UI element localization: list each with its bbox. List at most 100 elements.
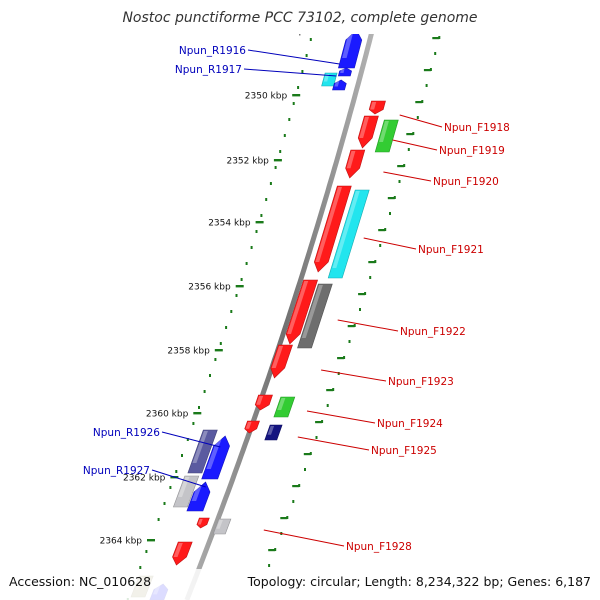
leader-line-forward: [399, 114, 443, 128]
tick-mark-right: [387, 197, 395, 200]
tick-dot-right: [416, 116, 419, 119]
gene-f1920-highlight: [346, 151, 356, 169]
tick-dot-left: [245, 262, 248, 265]
scale-tick-label: 2352 kbp: [226, 157, 269, 167]
label-reverse: Npun_R1926: [93, 427, 160, 439]
gene-r1916-b: [337, 67, 352, 77]
tick-dot-left: [209, 374, 211, 377]
tick-dot-left: [230, 310, 233, 313]
gene-r1927-highlight: [191, 483, 203, 501]
genome-backbone: [184, 0, 383, 600]
leader-line-forward: [306, 410, 376, 424]
tick-mark-right: [268, 549, 276, 552]
gene-r1917-companion-highlight: [323, 74, 330, 82]
gene-r1926-highlight: [206, 437, 223, 469]
label-forward: Npun_F1920: [433, 176, 499, 188]
tick-dot-left: [225, 326, 228, 329]
tick-dot-left: [255, 230, 258, 233]
scale-tick-mark: [292, 94, 301, 97]
tick-dot-left: [169, 486, 172, 489]
leader-line-forward: [383, 171, 432, 182]
tick-mark-right: [368, 261, 376, 264]
tick-dot-right: [348, 340, 351, 343]
tick-dot-left: [279, 150, 282, 153]
tick-dot-right: [359, 308, 361, 311]
tick-dot-left: [269, 182, 272, 185]
tick-dot-left: [145, 550, 148, 553]
leader-line-reverse: [151, 469, 206, 488]
gene-f1919-companion: [374, 119, 399, 153]
leader-line-reverse: [243, 68, 337, 77]
gene-f1922: [285, 279, 319, 345]
gene-f1920: [345, 149, 366, 179]
map-title: Nostoc punctiforme PCC 73102, complete g…: [122, 10, 477, 26]
scale-tick-label: 2356 kbp: [188, 283, 231, 293]
gene-f1922-highlight: [287, 281, 309, 334]
gene-f1928-b-highlight: [173, 543, 183, 557]
gene-f1921-companion-highlight: [332, 191, 360, 268]
scale-tick-label: 2350 kbp: [245, 92, 288, 102]
scale-tick-label: 2358 kbp: [167, 347, 210, 357]
gene-f1921-companion: [327, 189, 370, 279]
tick-mark-right: [358, 293, 366, 296]
gene-f1919-companion-highlight: [379, 121, 389, 142]
gene-f1924-highlight: [256, 396, 264, 405]
tick-dot-left: [203, 390, 206, 393]
tick-mark-right: [397, 165, 405, 168]
tick-dot-left: [192, 422, 195, 425]
footer-band: [0, 569, 600, 600]
tick-mark-right: [432, 37, 440, 40]
tick-dot-left: [240, 278, 243, 281]
scale-tick-mark: [214, 349, 223, 352]
tick-dot-right: [425, 84, 428, 87]
tick-dot-right: [292, 500, 295, 503]
scale-tick-label: 2362 kbp: [123, 474, 166, 484]
gene-f1923-highlight: [271, 346, 284, 368]
gene-r1916-b-highlight: [340, 69, 345, 73]
tick-mark-right: [280, 517, 288, 520]
tick-dot-tracks: [126, 4, 449, 600]
gene-f1925-companion: [264, 424, 283, 441]
label-reverse: Npun_R1916: [179, 45, 246, 57]
tick-dot-left: [274, 166, 277, 169]
gene-f1924: [254, 394, 273, 411]
tick-mark-right: [303, 453, 311, 456]
label-reverse: Npun_R1927: [83, 465, 150, 477]
tick-dot-right: [304, 468, 306, 471]
tick-dot-right: [398, 180, 401, 183]
gene-f1923: [270, 344, 293, 379]
tick-dot-left: [305, 54, 308, 57]
leader-line-forward: [321, 369, 387, 382]
tick-dot-right: [379, 244, 382, 247]
gene-f1918-highlight: [370, 102, 377, 110]
label-forward: Npun_F1923: [388, 376, 454, 388]
tick-dot-left: [157, 518, 160, 521]
gene-r1926-companion-highlight: [192, 431, 208, 463]
tick-dot-left: [250, 246, 253, 249]
tick-dot-right: [268, 564, 271, 567]
leader-line-forward: [297, 436, 370, 451]
gene-f1928-companion-highlight: [216, 520, 223, 529]
scale-tick-label: 2360 kbp: [146, 410, 189, 420]
tick-mark-right: [326, 389, 334, 392]
scale-tick-mark: [235, 285, 244, 288]
tick-dot-left: [288, 118, 291, 121]
tick-dot-left: [309, 38, 312, 41]
gene-r1917: [332, 79, 347, 91]
gene-f1928-companion: [212, 518, 232, 535]
gene-f1928-a-highlight: [197, 519, 203, 525]
scale-tick-mark: [193, 412, 202, 415]
tick-mark-right: [415, 101, 423, 104]
tick-mark-right: [378, 229, 386, 232]
tick-dot-right: [326, 404, 329, 407]
scale-tick-mark: [273, 159, 282, 162]
tick-dot-left: [265, 198, 268, 201]
scale-tick-label: 2364 kbp: [100, 537, 143, 547]
label-forward: Npun_F1928: [346, 541, 412, 553]
tick-mark-right: [292, 485, 300, 488]
gene-f1919-highlight: [359, 117, 369, 138]
leader-line-reverse: [161, 431, 221, 448]
label-forward: Npun_F1919: [439, 145, 505, 157]
gene-f1925: [244, 420, 260, 434]
gene-f1928-a: [196, 517, 210, 529]
